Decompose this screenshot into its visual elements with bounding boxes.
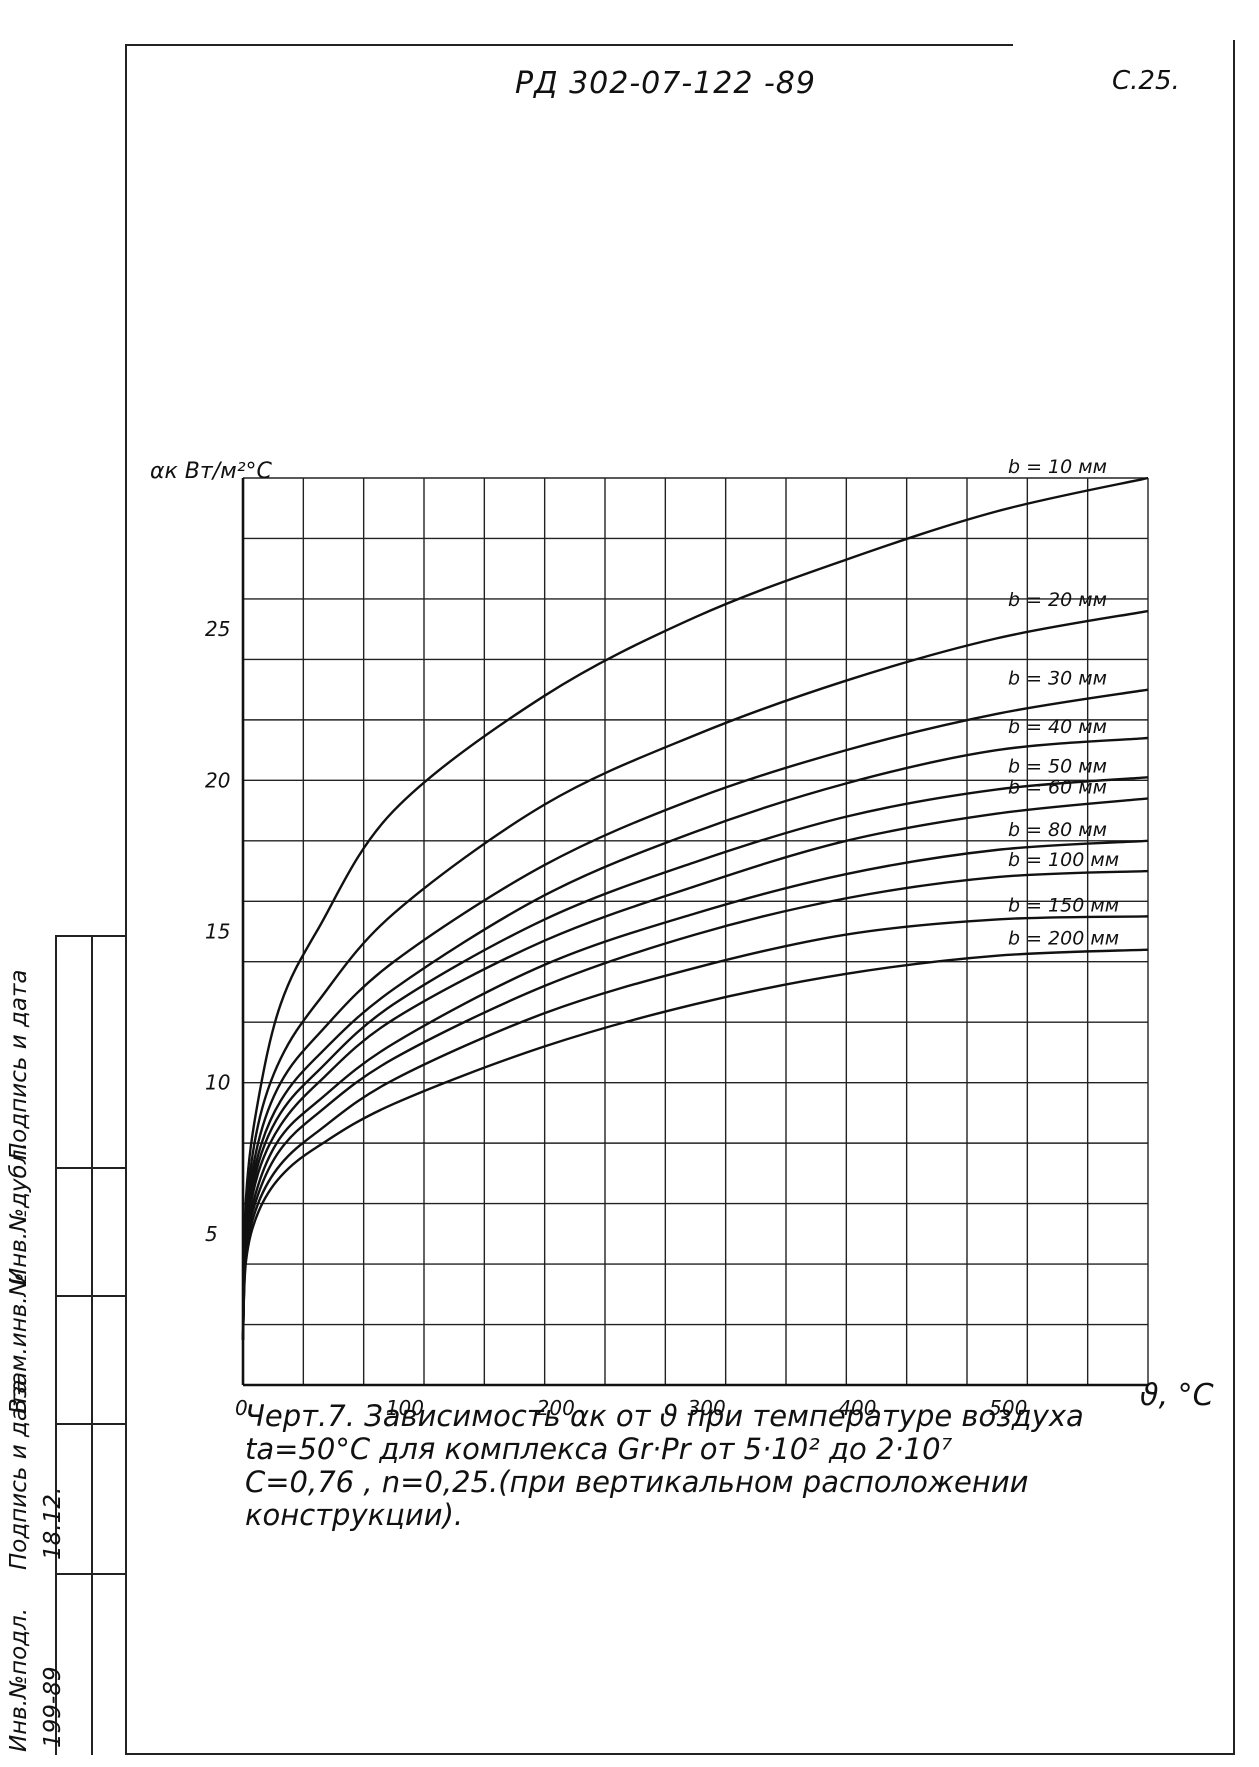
series-label: b = 200 мм [1008,928,1119,950]
y-tick-label: 20 [205,768,230,792]
series-line [241,869,1149,1340]
y-tick-label: 25 [205,617,230,641]
y-axis-title: αк Вт/м²°С [150,459,273,484]
series-line [241,797,1149,1340]
page-frame-right [1233,40,1235,1755]
curve-label-layer: b = 10 мм b = 20 мм b = 30 мм b = 40 мм b = … [1008,456,1119,950]
series-label: b = 80 мм [1008,819,1107,841]
x-tick-label: 400 [838,1396,876,1420]
side-stamp: Инв.№подл. Подпись и дата Взам.инв.№ Инв… [6,935,127,1755]
series-label: b = 40 мм [1008,716,1107,738]
x-tick-label: 200 [537,1396,575,1420]
stamp-cell-sign-date-2 [57,937,127,1169]
series-line [241,736,1149,1340]
series-line [241,476,1149,1340]
x-tick-label: 300 [688,1396,726,1420]
stamp-cell-replace-inv [57,1295,127,1425]
series-line [241,948,1149,1340]
grid-layer [241,477,1149,1387]
page-frame-left [125,44,127,1754]
y-tick-label: 5 [205,1222,218,1246]
series-label: b = 30 мм [1008,668,1107,690]
series-label: b = 10 мм [1008,456,1107,478]
series-line [241,609,1149,1340]
series-line [241,915,1149,1340]
y-tick-label: 10 [205,1071,230,1095]
stamp-divider [91,937,93,1755]
series-label: b = 100 мм [1008,849,1119,871]
curve-layer [241,476,1149,1340]
caption-line-1: Черт.7. Зависимость αк от ϑ при температ… [245,1399,1084,1433]
page-frame-bottom [125,1753,1233,1755]
y-tick-label: 15 [205,920,230,944]
stamp-cell-dupl-inv [57,1167,127,1297]
x-tick-label: 0 [235,1396,248,1420]
x-axis-title: ϑ, °C [1140,1378,1214,1413]
caption-line-4: конструкции). [245,1498,464,1532]
series-line [241,839,1149,1340]
series-label: b = 150 мм [1008,894,1119,916]
x-tick-label: 100 [386,1396,424,1420]
series-label: b = 60 мм [1008,776,1107,798]
stamp-cell-sign-date-1 [57,1423,127,1575]
series-label: b = 20 мм [1008,589,1107,611]
figure-caption: Черт.7. Зависимость αк от ϑ при температ… [245,1400,1205,1532]
caption-line-3: С=0,76 , n=0,25.(при вертикальном распол… [245,1465,1029,1499]
caption-line-2: tа=50°C для комплекса Gr·Pr от 5·10² до … [245,1432,953,1466]
page-number: С.25. [1112,66,1180,96]
page-frame-top [125,44,1013,46]
series-line [241,776,1149,1340]
document-code: РД 302-07-122 -89 [515,66,816,101]
series-line [241,688,1149,1340]
series-label: b = 50 мм [1008,755,1107,777]
x-tick-label: 500 [989,1396,1027,1420]
tick-layer: 0 100 200 300 400 500 5 10 15 20 25 [205,617,1027,1420]
